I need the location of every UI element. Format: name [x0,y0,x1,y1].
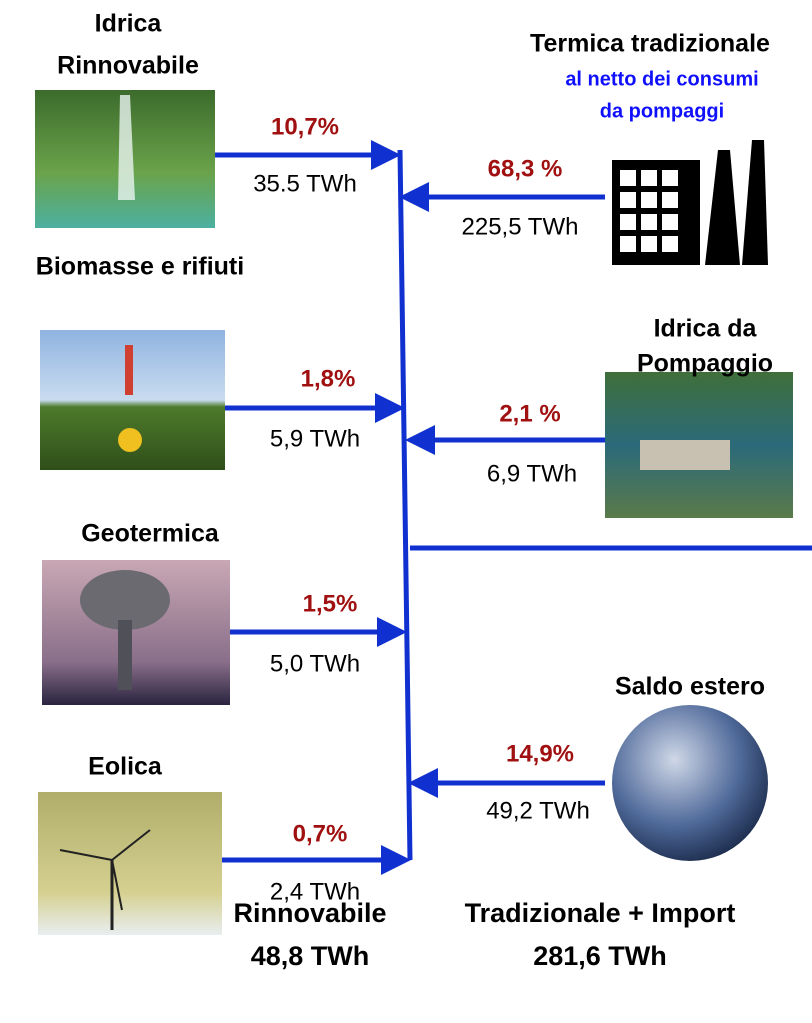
source-subtitle: da pompaggi [600,100,724,122]
collector-line [397,149,413,861]
image-wind [38,792,222,935]
percent: 0,7% [293,820,348,847]
flows [215,140,812,875]
source-title: Biomasse e rifiuti [36,253,244,281]
source-title: Saldo estero [615,673,765,701]
energy: 6,9 TWh [487,460,577,487]
total-label: Rinnovabile [233,898,386,928]
source-title: Pompaggio [637,350,773,378]
energy: 225,5 TWh [462,213,579,240]
source-title: Idrica [95,10,163,38]
percent: 1,8% [301,365,356,392]
percent: 10,7% [271,113,339,140]
total-value: 281,6 TWh [533,941,667,971]
source-title: Termica tradizionale [530,30,770,58]
energy: 5,9 TWh [270,425,360,452]
source-title: Geotermica [81,520,220,548]
image-globe [612,705,768,861]
percent: 2,1 % [499,400,560,427]
labels: Idrica Rinnovabile 10,7% 35.5 TWh Biomas… [36,10,773,972]
energy: 2,4 TWh [270,878,360,905]
images [35,90,793,935]
energy: 35.5 TWh [253,170,357,197]
percent: 1,5% [303,590,358,617]
source-title: Idrica da [654,315,758,343]
energy: 49,2 TWh [486,797,590,824]
source-title: Rinnovabile [57,52,199,80]
energy: 5,0 TWh [270,650,360,677]
percent: 68,3 % [488,155,563,182]
total-label: Tradizionale + Import [465,898,736,928]
percent: 14,9% [506,740,574,767]
icon-factory [612,140,768,265]
source-subtitle: al netto dei consumi [565,68,758,90]
source-title: Eolica [88,753,163,781]
total-value: 48,8 TWh [251,941,370,971]
